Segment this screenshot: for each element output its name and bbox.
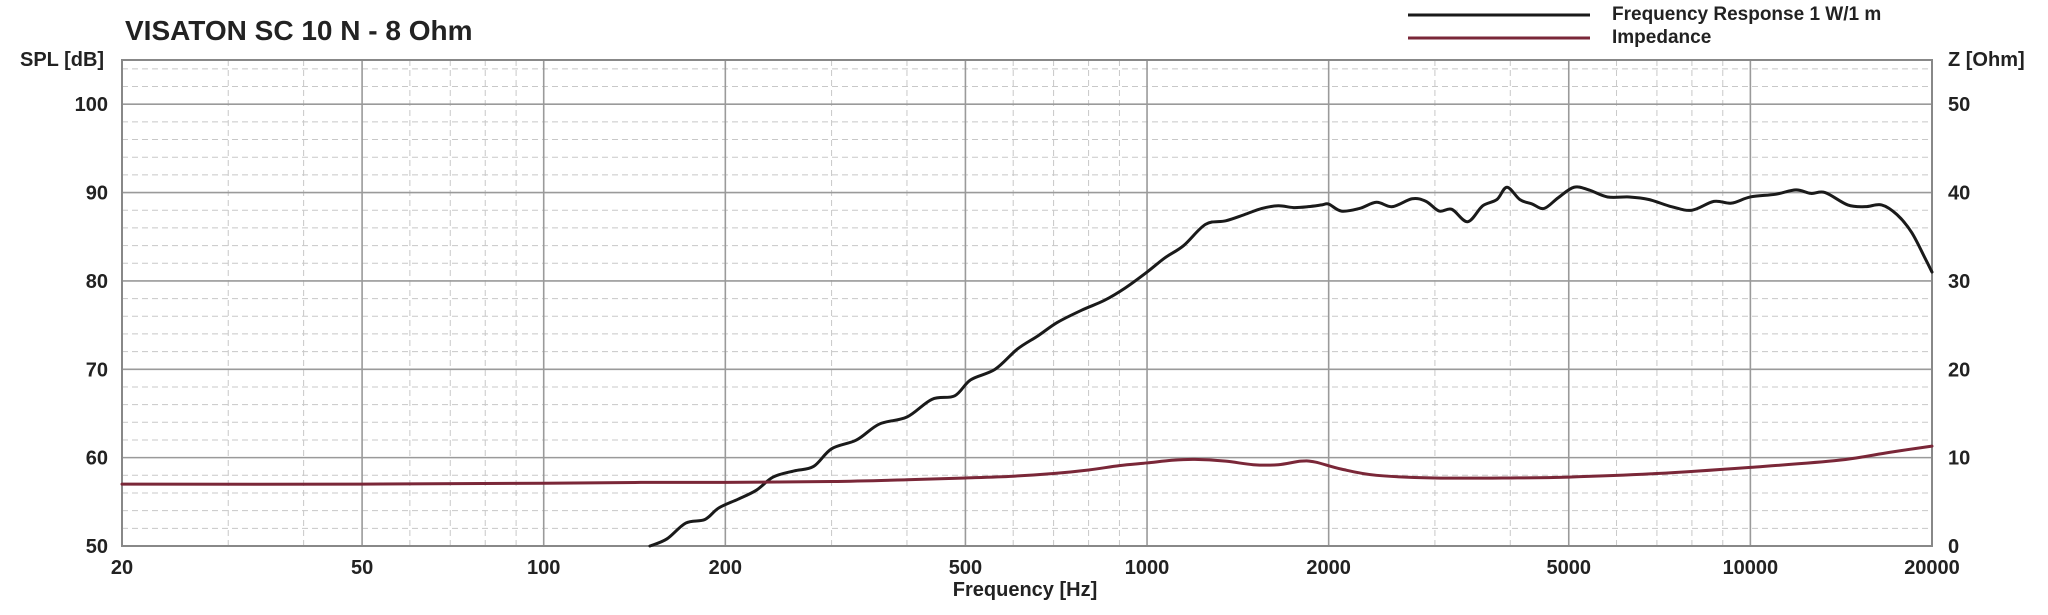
y-left-tick-label: 60 <box>86 448 108 470</box>
x-axis-label: Frequency [Hz] <box>953 579 1097 601</box>
y-left-tick-label: 100 <box>75 94 108 116</box>
y-left-tick-label: 70 <box>86 359 108 381</box>
y-right-tick-label: 30 <box>1948 271 1970 293</box>
y-axis-left-label: SPL [dB] <box>20 49 104 71</box>
x-tick-label: 500 <box>949 557 982 579</box>
y-axis-right-label: Z [Ohm] <box>1948 49 2025 71</box>
legend-label-impedance: Impedance <box>1612 27 1711 48</box>
x-tick-label: 20000 <box>1904 557 1960 579</box>
series-line-impedance <box>120 444 1934 486</box>
y-right-tick-label: 10 <box>1948 448 1970 470</box>
y-left-tick-label: 80 <box>86 271 108 293</box>
y-left-tick-label: 50 <box>86 536 108 558</box>
legend-label-frequency-response: Frequency Response 1 W/1 m <box>1612 4 1881 25</box>
y-right-tick-label: 40 <box>1948 183 1970 205</box>
x-tick-label: 10000 <box>1723 557 1779 579</box>
x-tick-label: 20 <box>111 557 133 579</box>
x-tick-label: 5000 <box>1547 557 1592 579</box>
y-right-tick-label: 0 <box>1948 536 1959 558</box>
legend: Frequency Response 1 W/1 m Impedance <box>1408 4 1881 48</box>
x-tick-label: 50 <box>351 557 373 579</box>
y-left-tick-label: 90 <box>86 183 108 205</box>
x-tick-label: 1000 <box>1125 557 1170 579</box>
x-tick-label: 100 <box>527 557 560 579</box>
x-tick-label: 200 <box>709 557 742 579</box>
series-line-frequency-response-1-w-1-m <box>648 185 1934 548</box>
plot-frame <box>121 59 1933 547</box>
y-right-tick-label: 50 <box>1948 94 1970 116</box>
grid-layer <box>121 59 1933 547</box>
x-tick-label: 2000 <box>1306 557 1351 579</box>
series-layer <box>120 185 1934 548</box>
chart-title: VISATON SC 10 N - 8 Ohm <box>125 15 472 46</box>
y-right-tick-label: 20 <box>1948 359 1970 381</box>
tick-labels-layer: 20 50 100 200 500 1000 2000 5000 10000 2000050607… <box>75 94 1971 579</box>
